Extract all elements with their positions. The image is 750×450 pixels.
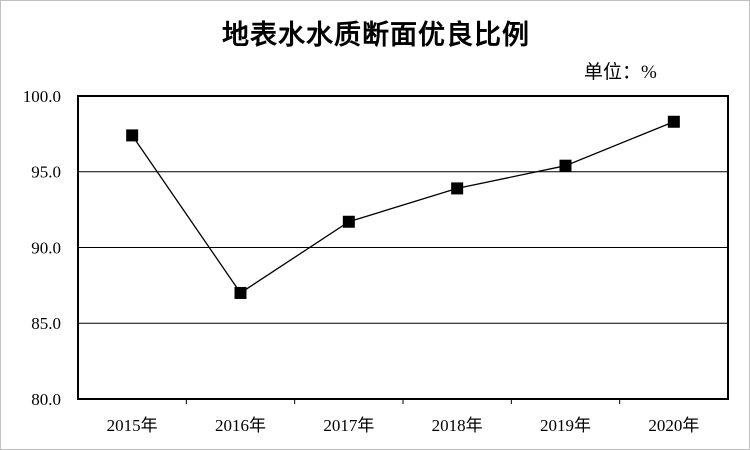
y-axis-label: 95.0 (31, 163, 61, 182)
data-point-marker-2015年 (126, 129, 139, 142)
y-axis-label: 80.0 (31, 390, 61, 409)
data-series-line (131, 121, 675, 294)
y-axis-label: 100.0 (23, 87, 61, 106)
data-point-marker-2018年 (451, 182, 464, 195)
x-axis-label: 2017年 (323, 416, 374, 435)
data-point-marker-2020年 (667, 115, 680, 128)
x-axis-label: 2019年 (540, 416, 591, 435)
x-axis-label: 2015年 (107, 416, 158, 435)
chart-title: 地表水水质断面优良比例 (222, 20, 530, 50)
x-axis-label: 2016年 (215, 416, 266, 435)
unit-label: 单位：% (584, 62, 657, 83)
x-axis-label: 2020年 (648, 416, 699, 435)
data-point-marker-2017年 (342, 215, 355, 228)
data-point-marker-2016年 (234, 286, 247, 299)
x-axis-label: 2018年 (432, 416, 483, 435)
y-axis-label: 85.0 (31, 314, 61, 333)
data-point-marker-2019年 (559, 159, 572, 172)
y-axis-label: 90.0 (31, 238, 61, 257)
